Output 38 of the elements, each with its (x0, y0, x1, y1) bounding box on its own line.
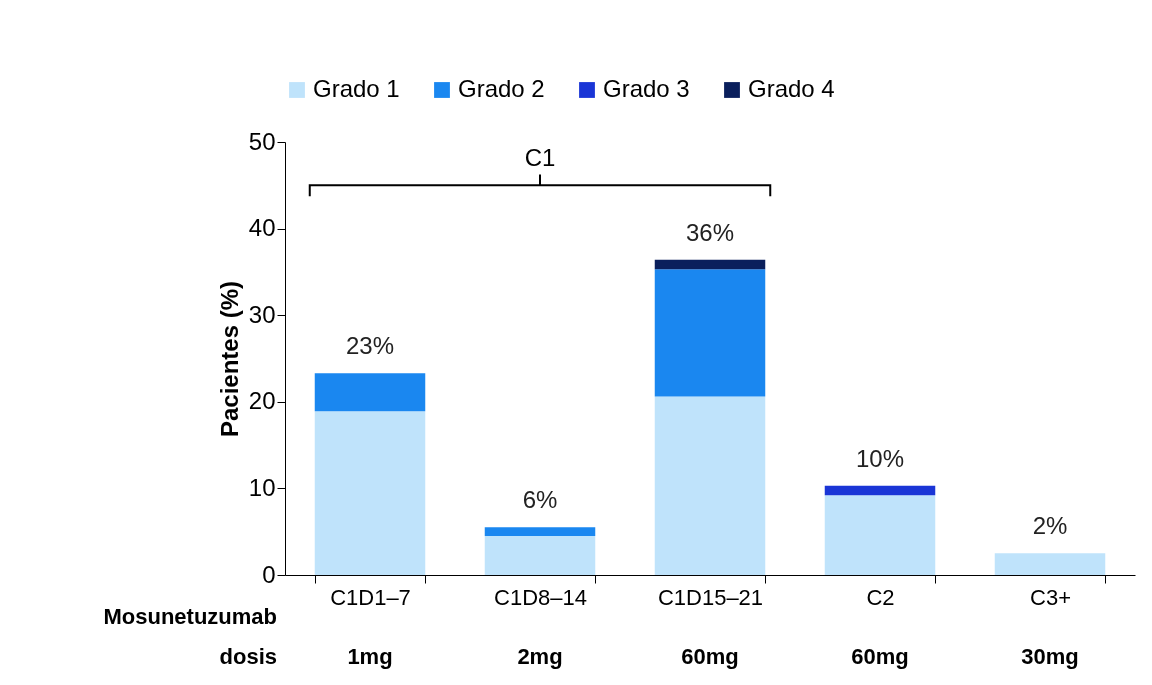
legend-label: Grado 3 (603, 75, 690, 102)
y-tick-label: 30 (248, 300, 276, 328)
text: 2mg (517, 644, 563, 669)
legend-label: Grado 2 (458, 75, 545, 102)
text: 60mg (681, 644, 739, 669)
bar (654, 269, 766, 397)
x-axis-title: Mosunetuzumab dosis (103, 604, 277, 669)
total-label: 2% (1032, 512, 1068, 540)
bar (654, 396, 766, 575)
y-tick-label: 50 (248, 127, 276, 155)
y-tick-label: 0 (262, 560, 276, 588)
x-tick-label: C1D15–21 (657, 584, 764, 610)
y-tick-label: 20 (248, 387, 276, 415)
bar (314, 373, 426, 412)
y-axis-title: Pacientes (%) (215, 280, 243, 438)
text: 30mg (1021, 644, 1079, 669)
bar (314, 411, 426, 575)
x-tick-label: C1D8–14 (494, 584, 587, 610)
bar (484, 527, 596, 537)
bar (824, 495, 936, 575)
bar (994, 553, 1106, 575)
x-tick-label: C1D1–7 (330, 584, 411, 610)
y-tick-label: 10 (248, 473, 276, 501)
annotation: C1 (524, 144, 556, 172)
legend-label: Grado 4 (748, 75, 835, 102)
y-tick-label: 40 (248, 214, 276, 242)
total-label: 36% (685, 218, 735, 246)
total-label: 23% (345, 332, 395, 360)
x-tick-label: C2 (866, 584, 895, 610)
bar (484, 536, 596, 575)
total-label: 10% (855, 444, 905, 472)
text: 60mg (851, 644, 909, 669)
bar (824, 485, 936, 496)
text: 1mg (347, 644, 393, 669)
total-label: 6% (522, 486, 558, 514)
x-tick-label: C3+ (1030, 584, 1071, 610)
legend-label: Grado 1 (313, 75, 400, 102)
bar (654, 259, 766, 270)
